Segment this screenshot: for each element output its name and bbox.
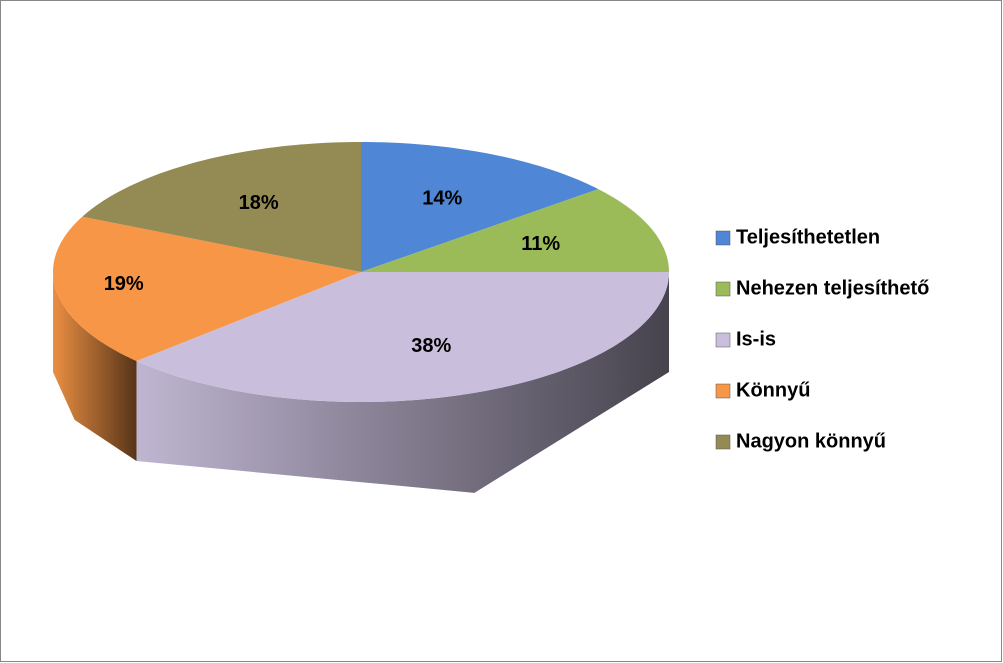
data-label: 11% [521,233,560,255]
legend-label: Is-is [736,328,776,350]
legend-label: Nagyon könnyű [736,430,886,452]
slice [361,142,599,272]
slice [361,189,669,272]
data-label: 38% [411,335,451,357]
legend-swatch [715,434,731,450]
pie-tops [53,142,670,402]
legend-swatch [715,281,731,297]
slice-side-shade [53,272,137,461]
legend-swatch [715,383,731,399]
legend-swatch [715,230,731,246]
legend: Teljesíthetetlen Nehezen teljesíthető Is-i… [715,226,929,452]
pie-sides [53,272,670,493]
data-label: 19% [104,273,144,295]
slice [53,216,361,361]
slice [136,272,670,402]
legend-label: Könnyű [736,379,810,401]
legend-swatch [715,332,731,348]
slice-side-shade [136,272,670,493]
slice [82,142,361,272]
legend-label: Nehezen teljesíthető [736,277,929,299]
data-label: 14% [422,187,462,209]
data-label: 18% [239,192,279,214]
legend-label: Teljesíthetetlen [736,226,880,248]
data-labels: 14% 11% 38% 19% 18% [104,187,561,357]
